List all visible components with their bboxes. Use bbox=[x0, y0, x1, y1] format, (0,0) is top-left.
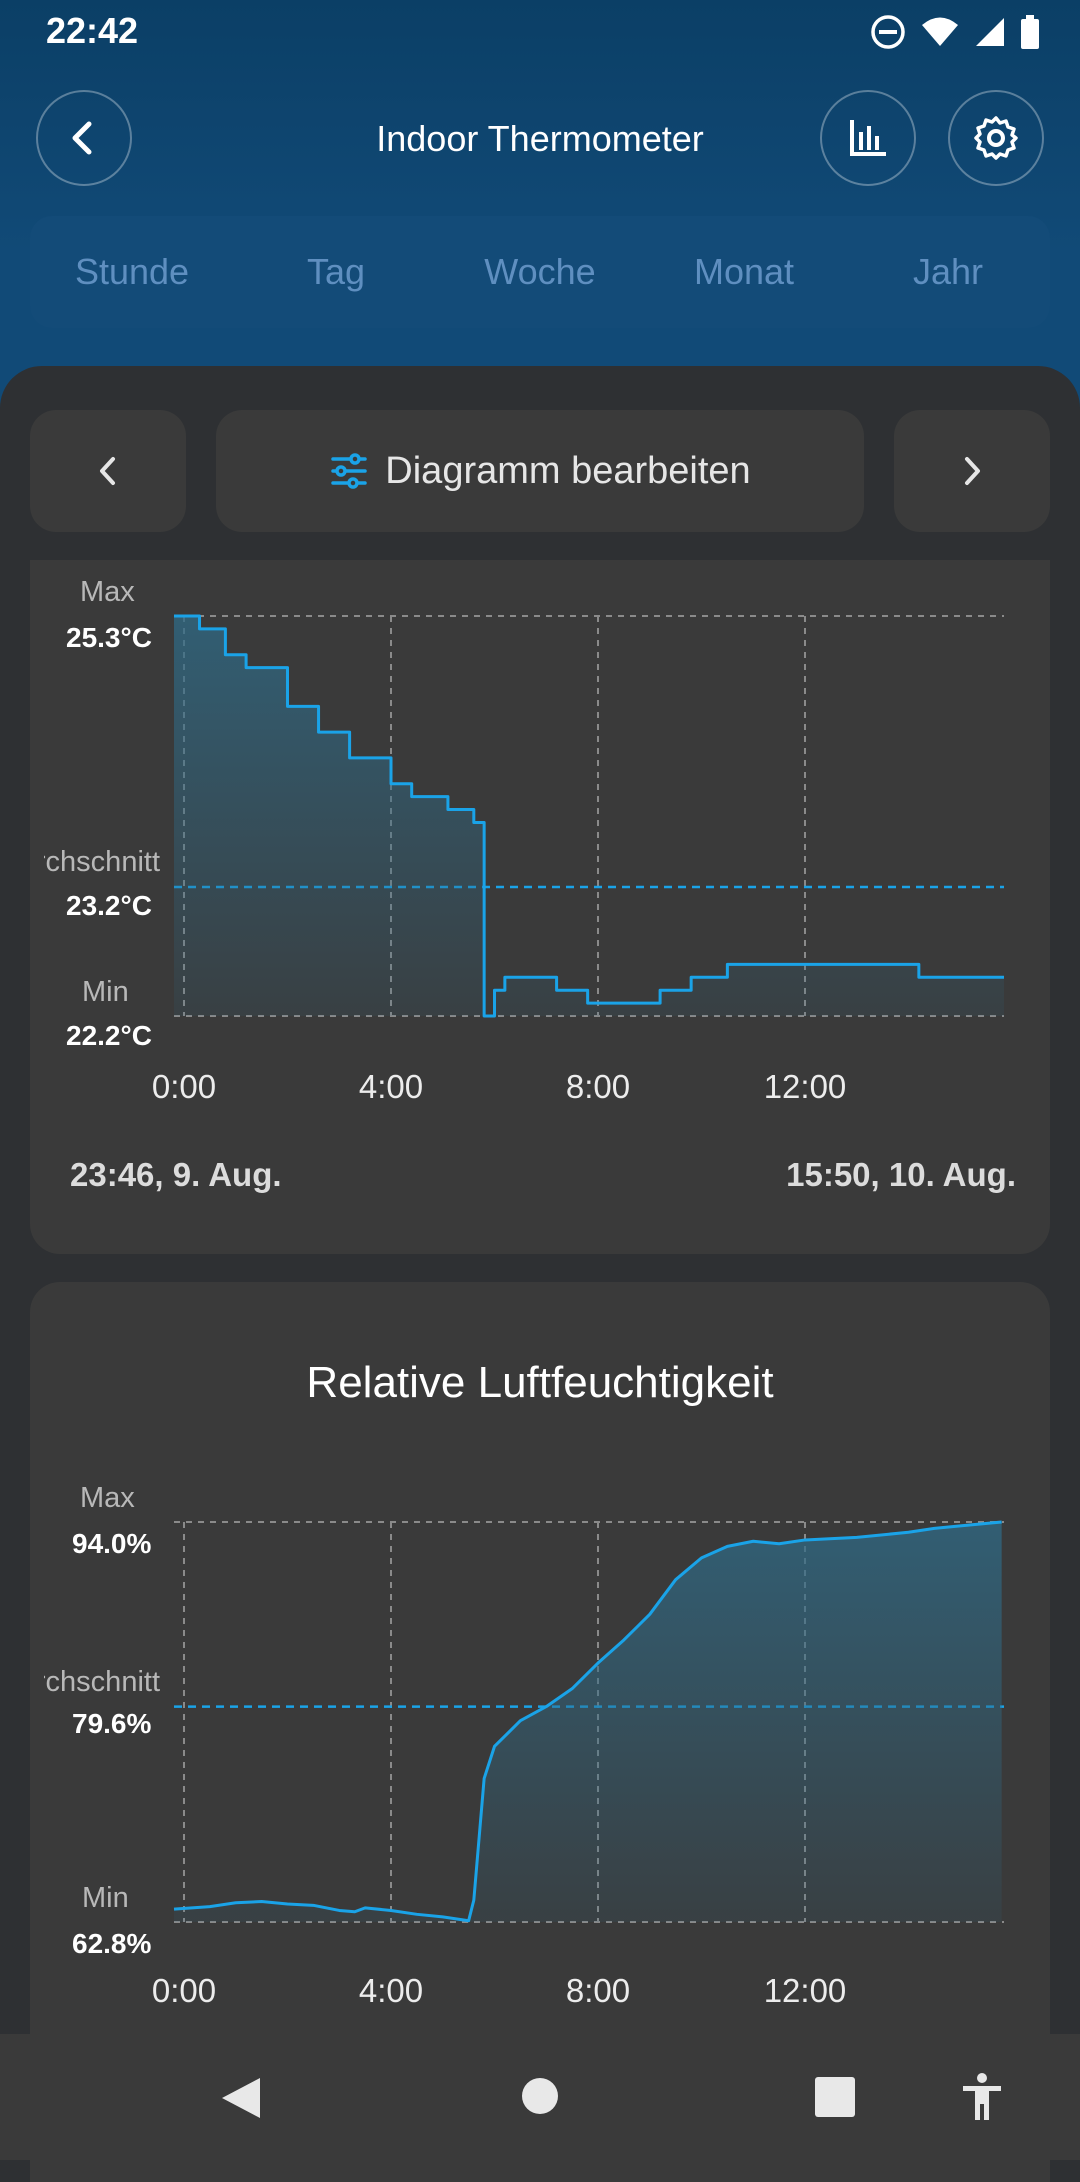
statistics-button[interactable] bbox=[820, 90, 916, 186]
hum-min-value: 62.8% bbox=[72, 1928, 152, 1959]
hum-area bbox=[174, 1522, 1002, 1922]
nav-recents-icon[interactable] bbox=[814, 2076, 856, 2118]
humidity-chart-title: Relative Luftfeuchtigkeit bbox=[306, 1358, 774, 1407]
temp-avg-label-clip: Durchschnitt bbox=[44, 846, 160, 879]
wifi-icon bbox=[922, 17, 958, 46]
nav-back-icon[interactable] bbox=[220, 2076, 262, 2120]
temp-min-label: Min bbox=[82, 976, 129, 1008]
temp-area bbox=[174, 616, 1004, 1016]
hum-x-tick: 12:00 bbox=[763, 1972, 847, 2009]
hum-x-tick: 8:00 bbox=[565, 1972, 631, 2009]
period-tabs: Stunde Tag Woche Monat Jahr bbox=[30, 216, 1050, 328]
sliders-icon bbox=[331, 453, 368, 489]
chevron-left-icon bbox=[72, 121, 92, 155]
hum-x-tick: 0:00 bbox=[151, 1972, 217, 2009]
gear-icon bbox=[974, 116, 1018, 160]
temp-x-tick: 8:00 bbox=[565, 1068, 631, 1105]
temp-series-line bbox=[174, 614, 1004, 1018]
tab-tag[interactable]: Tag bbox=[306, 251, 366, 292]
hum-max-label: Max bbox=[80, 1482, 135, 1514]
previous-period-button[interactable] bbox=[30, 410, 186, 532]
temp-avg-label: Durchschnitt bbox=[44, 846, 160, 878]
tab-woche[interactable]: Woche bbox=[484, 251, 596, 292]
back-button[interactable] bbox=[36, 90, 132, 186]
do-not-disturb-icon bbox=[871, 15, 905, 49]
chevron-right-icon bbox=[965, 457, 980, 485]
temp-min-value: 22.2°C bbox=[66, 1020, 152, 1051]
accessibility-icon[interactable] bbox=[960, 2072, 1004, 2122]
hum-x-tick: 4:00 bbox=[358, 1972, 424, 2009]
hum-avg-label: Durchschnitt bbox=[44, 1666, 160, 1698]
settings-button[interactable] bbox=[948, 90, 1044, 186]
temp-max-label: Max bbox=[80, 576, 135, 608]
edit-chart-button[interactable]: Diagramm bearbeiten bbox=[216, 410, 864, 532]
battery-icon bbox=[1021, 15, 1039, 49]
bar-chart-icon bbox=[850, 120, 886, 156]
range-end: 15:50, 10. Aug. bbox=[786, 1156, 1016, 1193]
signal-icon bbox=[976, 18, 1004, 46]
page-title: Indoor Thermometer bbox=[376, 118, 704, 159]
temp-max-value: 25.3°C bbox=[66, 622, 152, 653]
tab-jahr[interactable]: Jahr bbox=[912, 251, 984, 292]
status-icons bbox=[870, 12, 1040, 52]
next-period-button[interactable] bbox=[894, 410, 1050, 532]
hum-max-value: 94.0% bbox=[72, 1528, 152, 1559]
status-time: 22:42 bbox=[46, 10, 139, 51]
hum-min-label: Min bbox=[82, 1882, 129, 1914]
temp-x-tick: 4:00 bbox=[358, 1068, 424, 1105]
chevron-left-icon bbox=[100, 457, 115, 485]
hum-avg-value: 79.6% bbox=[72, 1708, 152, 1739]
temp-avg-value: 23.2°C bbox=[66, 890, 152, 921]
edit-chart-label: Diagramm bearbeiten bbox=[385, 449, 751, 492]
header-background bbox=[0, 0, 1080, 420]
range-start: 23:46, 9. Aug. bbox=[70, 1156, 282, 1193]
temp-x-tick: 0:00 bbox=[151, 1068, 217, 1105]
system-navigation-bar bbox=[0, 2034, 1080, 2160]
hum-avg-label-clip: Durchschnitt bbox=[44, 1666, 160, 1699]
tab-monat[interactable]: Monat bbox=[693, 251, 795, 292]
temp-x-tick: 12:00 bbox=[763, 1068, 847, 1105]
tab-stunde[interactable]: Stunde bbox=[74, 251, 190, 292]
hum-series-line bbox=[173, 1520, 1002, 1923]
nav-home-icon[interactable] bbox=[520, 2076, 560, 2116]
